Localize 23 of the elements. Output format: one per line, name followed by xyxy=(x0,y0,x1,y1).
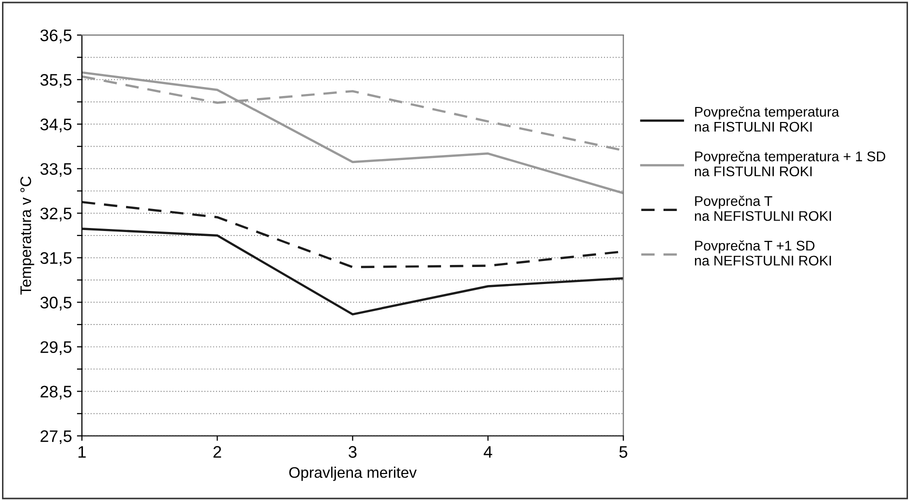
x-tick-label: 4 xyxy=(484,446,492,458)
legend-label: Povprečna temperatura na FISTULNI ROKI xyxy=(694,106,840,132)
x-tick-label: 5 xyxy=(619,446,628,458)
line-series xyxy=(82,71,624,194)
y-tick-label: 36,5 xyxy=(40,29,72,44)
y-tick-label: 35,5 xyxy=(40,74,72,88)
y-axis-title: Temperatura v °C xyxy=(20,176,34,295)
y-tick-label: 30,5 xyxy=(40,296,72,310)
y-tick-label: 29,5 xyxy=(40,341,72,355)
y-tick-label: 34,5 xyxy=(40,118,72,132)
legend-label: Povprečna T na NEFISTULNI ROKI xyxy=(694,196,831,221)
line-series xyxy=(82,228,624,316)
y-tick-label: 27,5 xyxy=(40,430,72,444)
y-tick-label: 33,5 xyxy=(40,163,72,177)
y-tick-label: 31,5 xyxy=(40,252,72,266)
y-tick-label: 28,5 xyxy=(40,386,72,400)
x-tick-label: 1 xyxy=(78,446,86,458)
x-tick-label: 3 xyxy=(348,446,357,458)
x-axis-title: Opravljena meritev xyxy=(289,466,417,481)
y-tick-label: 32,5 xyxy=(40,208,72,222)
x-tick-label: 2 xyxy=(213,446,222,458)
legend-label: Povprečna temperatura + 1 SD na FISTULNI ROKI xyxy=(694,151,886,176)
legend-label: Povprečna T +1 SD na NEFISTULNI ROKI xyxy=(694,240,831,266)
